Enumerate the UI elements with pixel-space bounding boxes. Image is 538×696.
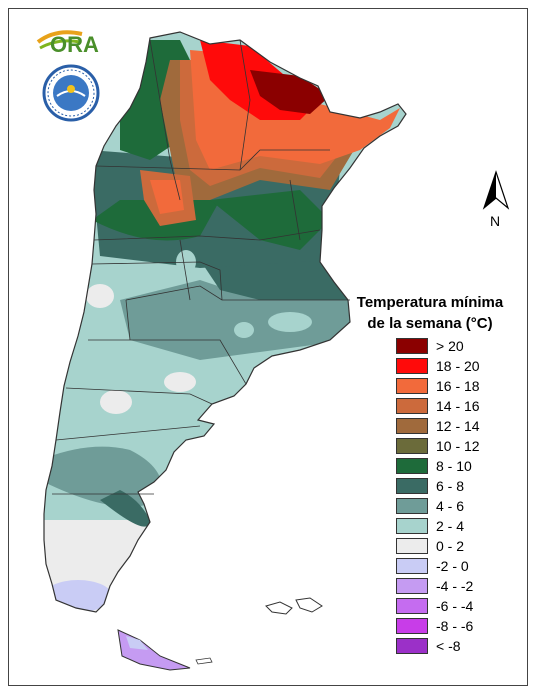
legend-item: 2 - 4 [396, 516, 516, 536]
legend-item: 12 - 14 [396, 416, 516, 436]
legend-swatch [396, 498, 428, 514]
legend-item: 0 - 2 [396, 536, 516, 556]
legend-item: -2 - 0 [396, 556, 516, 576]
legend-swatch [396, 478, 428, 494]
ora-logo-text: ORA [50, 32, 99, 57]
legend-label: -2 - 0 [436, 558, 469, 574]
legend-swatch [396, 598, 428, 614]
legend-label: < -8 [436, 638, 461, 654]
legend-label: -8 - -6 [436, 618, 474, 634]
tierra-del-fuego [117, 629, 191, 671]
legend-label: 12 - 14 [436, 418, 480, 434]
legend-swatch [396, 578, 428, 594]
legend-label: > 20 [436, 338, 464, 354]
legend-item: 8 - 10 [396, 456, 516, 476]
smn-seal [42, 64, 100, 127]
legend-title-line2: de la semana (°C) [367, 315, 493, 332]
north-arrow-icon: N [482, 170, 510, 229]
legend-swatch [396, 558, 428, 574]
ora-logo-graphic: ORA [36, 30, 99, 57]
legend-swatch [396, 338, 428, 354]
legend-label: 2 - 4 [436, 518, 465, 534]
legend-swatch [396, 438, 428, 454]
legend-swatch [396, 638, 428, 654]
legend-swatch [396, 398, 428, 414]
north-label: N [490, 213, 500, 229]
legend-label: -4 - -2 [436, 578, 474, 594]
legend-swatch [396, 618, 428, 634]
legend-swatch [396, 418, 428, 434]
ora-logo: ORA [36, 24, 106, 65]
legend-item: 6 - 8 [396, 476, 516, 496]
legend-item: 18 - 20 [396, 356, 516, 376]
legend-swatch [396, 358, 428, 374]
legend-label: 16 - 18 [436, 378, 480, 394]
legend-item: -8 - -6 [396, 616, 516, 636]
legend-label: 10 - 12 [436, 438, 480, 454]
legend-title-line1: Temperatura mínima [356, 294, 504, 311]
legend-label: 0 - 2 [436, 538, 465, 554]
legend-item: > 20 [396, 336, 516, 356]
legend-item: 16 - 18 [396, 376, 516, 396]
malvinas-islands [265, 597, 323, 615]
legend-item: -4 - -2 [396, 576, 516, 596]
legend-label: 14 - 16 [436, 398, 480, 414]
legend-label: 4 - 6 [436, 498, 465, 514]
legend-swatch [396, 378, 428, 394]
legend-item: -6 - -4 [396, 596, 516, 616]
north-arrow: N [478, 168, 514, 235]
legend-swatch [396, 458, 428, 474]
legend-label: 6 - 8 [436, 478, 465, 494]
legend: Temperatura mínima de la semana (°C) > 2… [340, 292, 520, 654]
legend-item: 14 - 16 [396, 396, 516, 416]
legend-item: 10 - 12 [396, 436, 516, 456]
smn-seal-graphic [42, 64, 100, 122]
legend-swatch [396, 518, 428, 534]
argentina-outline [43, 31, 407, 613]
legend-label: 8 - 10 [436, 458, 472, 474]
legend-label: 18 - 20 [436, 358, 480, 374]
province-borders [52, 39, 350, 495]
legend-swatch [396, 538, 428, 554]
isla-estados [195, 657, 213, 665]
legend-item: < -8 [396, 636, 516, 656]
legend-item: 4 - 6 [396, 496, 516, 516]
map-frame [8, 8, 528, 686]
legend-label: -6 - -4 [436, 598, 474, 614]
